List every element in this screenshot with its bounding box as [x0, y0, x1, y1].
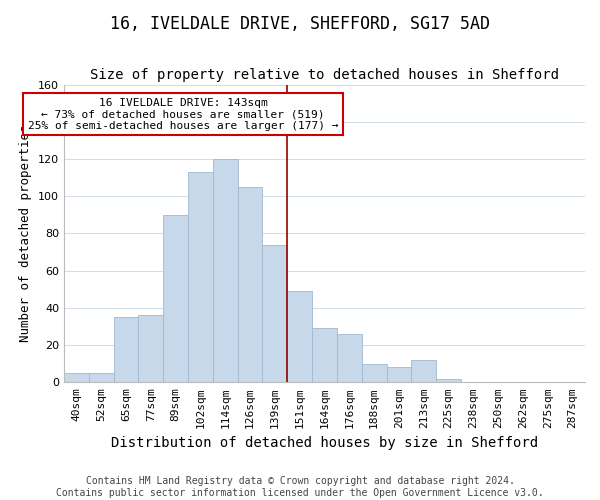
- Text: 16 IVELDALE DRIVE: 143sqm
← 73% of detached houses are smaller (519)
25% of semi: 16 IVELDALE DRIVE: 143sqm ← 73% of detac…: [28, 98, 338, 131]
- Bar: [287, 291, 312, 382]
- Title: Size of property relative to detached houses in Shefford: Size of property relative to detached ho…: [90, 68, 559, 82]
- Bar: [64, 373, 89, 382]
- X-axis label: Distribution of detached houses by size in Shefford: Distribution of detached houses by size …: [111, 436, 538, 450]
- Bar: [89, 373, 113, 382]
- Bar: [436, 378, 461, 382]
- Bar: [337, 334, 362, 382]
- Bar: [139, 316, 163, 382]
- Bar: [362, 364, 386, 382]
- Bar: [213, 159, 238, 382]
- Bar: [262, 244, 287, 382]
- Bar: [113, 317, 139, 382]
- Bar: [412, 360, 436, 382]
- Y-axis label: Number of detached properties: Number of detached properties: [19, 124, 32, 342]
- Text: 16, IVELDALE DRIVE, SHEFFORD, SG17 5AD: 16, IVELDALE DRIVE, SHEFFORD, SG17 5AD: [110, 15, 490, 33]
- Bar: [312, 328, 337, 382]
- Bar: [163, 215, 188, 382]
- Bar: [238, 187, 262, 382]
- Text: Contains HM Land Registry data © Crown copyright and database right 2024.
Contai: Contains HM Land Registry data © Crown c…: [56, 476, 544, 498]
- Bar: [188, 172, 213, 382]
- Bar: [386, 368, 412, 382]
